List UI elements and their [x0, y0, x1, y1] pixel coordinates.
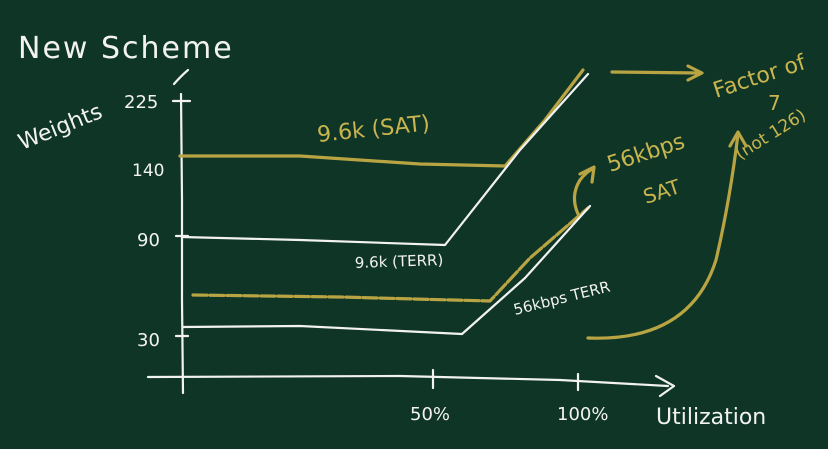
label-56k-terr: 56kbps TERR	[512, 277, 612, 318]
label-56k-sat-1: 56kbps	[604, 129, 688, 178]
arrow-factor-head	[686, 64, 704, 82]
curve-96k-terr	[180, 72, 590, 247]
arrow-56k-sat	[572, 166, 596, 216]
label-factor-2: 7	[768, 91, 781, 115]
curve-56k-sat	[191, 206, 590, 303]
title: New Scheme	[18, 31, 234, 66]
x-tick-label-100: 100%	[557, 404, 608, 425]
arrow-factor	[610, 70, 702, 75]
label-factor-1: Factor of	[710, 50, 810, 104]
y-axis	[179, 92, 185, 395]
y-axis-arrow	[172, 68, 190, 86]
curve-56k-terr	[181, 204, 592, 336]
x-tick-label-50: 50%	[410, 404, 450, 425]
curve-96k-sat	[178, 68, 585, 168]
label-96k-sat: 9.6k (SAT)	[316, 111, 431, 148]
arrow-curve-to-factor-head	[728, 130, 748, 148]
x-axis-arrow	[654, 374, 676, 398]
x-axis	[146, 374, 670, 388]
y-tick-label-225: 225	[124, 92, 158, 113]
arrow-56k-sat-head	[578, 165, 596, 184]
label-56k-sat-2: SAT	[640, 174, 684, 209]
label-96k-terr: 9.6k (TERR)	[355, 251, 444, 272]
arrow-curve-to-factor	[586, 132, 740, 340]
y-axis-label: Weights	[15, 99, 106, 155]
y-tick-label-140: 140	[132, 161, 164, 181]
x-axis-label: Utilization	[656, 405, 766, 430]
y-tick-label-90: 90	[137, 230, 160, 251]
y-tick-label-30: 30	[137, 330, 160, 351]
